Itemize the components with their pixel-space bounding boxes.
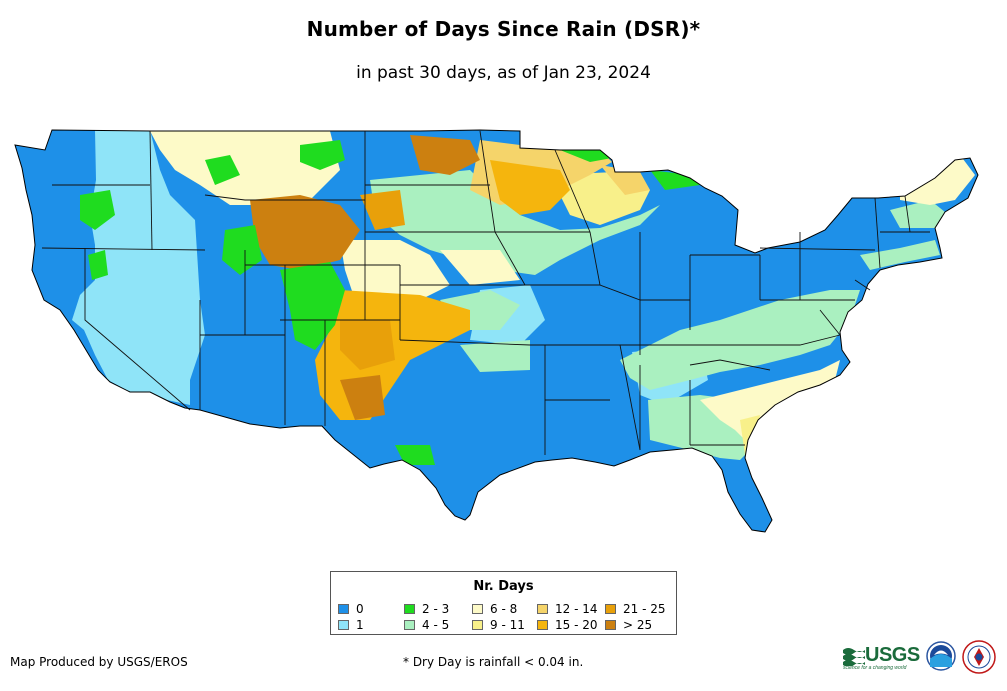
legend-item-21-25: 21 - 25 bbox=[605, 603, 666, 617]
dry-day-footnote: * Dry Day is rainfall < 0.04 in. bbox=[403, 655, 584, 669]
legend-item-2-3: 2 - 3 bbox=[404, 603, 449, 617]
legend-swatch-12-14 bbox=[537, 604, 548, 614]
legend-label: 1 bbox=[356, 618, 364, 632]
noaa-logo bbox=[926, 641, 956, 671]
legend-item-12-14: 12 - 14 bbox=[537, 603, 598, 617]
legend-swatch-0 bbox=[338, 604, 349, 614]
national-weather-service-logo bbox=[962, 640, 996, 674]
legend-label: > 25 bbox=[623, 618, 653, 632]
legend-swatch-4-5 bbox=[404, 620, 415, 630]
legend-label: 0 bbox=[356, 602, 364, 616]
legend-label: 21 - 25 bbox=[623, 602, 666, 616]
legend: Nr. Days 0 1 2 - 3 4 - 5 6 - 8 9 - 11 12… bbox=[330, 571, 677, 635]
legend-item-4-5: 4 - 5 bbox=[404, 619, 449, 633]
usgs-logo: USGS science for a changing world bbox=[843, 644, 921, 671]
legend-item-1: 1 bbox=[338, 619, 364, 633]
legend-swatch-1 bbox=[338, 620, 349, 630]
usgs-tagline: science for a changing world bbox=[843, 665, 907, 671]
map-subtitle: in past 30 days, as of Jan 23, 2024 bbox=[356, 63, 651, 83]
legend-swatch-15-20 bbox=[537, 620, 548, 630]
legend-label: 6 - 8 bbox=[490, 602, 518, 616]
map-title: Number of Days Since Rain (DSR)* bbox=[306, 17, 701, 41]
legend-item-6-8: 6 - 8 bbox=[472, 603, 517, 617]
legend-title: Nr. Days bbox=[473, 579, 534, 594]
legend-swatch-9-11 bbox=[472, 620, 483, 630]
legend-swatch-2-3 bbox=[404, 604, 415, 614]
usgs-logo-text: USGS bbox=[865, 644, 920, 666]
map-credit: Map Produced by USGS/EROS bbox=[10, 655, 188, 669]
legend-item-over-25: > 25 bbox=[605, 619, 652, 633]
usgs-wave-icon bbox=[843, 648, 865, 666]
legend-item-15-20: 15 - 20 bbox=[537, 619, 598, 633]
legend-label: 4 - 5 bbox=[422, 618, 450, 632]
legend-label: 12 - 14 bbox=[555, 602, 598, 616]
legend-label: 15 - 20 bbox=[555, 618, 598, 632]
legend-swatch-21-25 bbox=[605, 604, 616, 614]
legend-swatch-over-25 bbox=[605, 620, 616, 630]
legend-label: 2 - 3 bbox=[422, 602, 450, 616]
legend-item-9-11: 9 - 11 bbox=[472, 619, 525, 633]
legend-swatch-6-8 bbox=[472, 604, 483, 614]
legend-label: 9 - 11 bbox=[490, 618, 525, 632]
legend-item-0: 0 bbox=[338, 603, 364, 617]
